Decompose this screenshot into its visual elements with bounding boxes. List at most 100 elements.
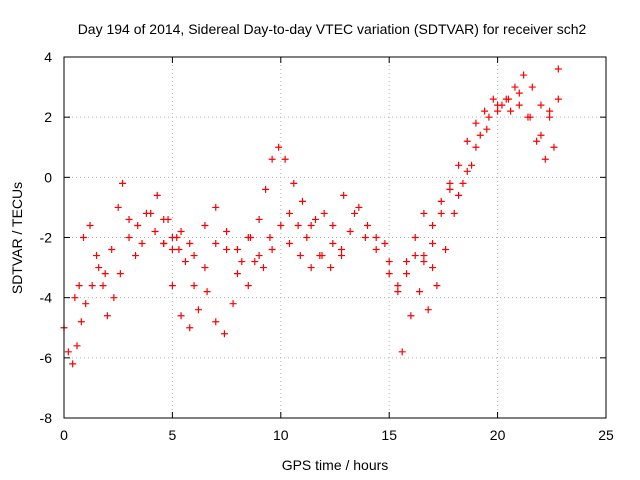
data-point	[433, 282, 441, 290]
x-tick-label: 25	[598, 427, 614, 443]
data-point	[266, 234, 274, 241]
data-point	[285, 240, 293, 248]
x-tick-label: 0	[60, 427, 68, 443]
data-point	[424, 306, 432, 314]
data-point	[355, 203, 363, 211]
data-point	[455, 191, 463, 199]
data-point	[381, 240, 389, 248]
series-satellite-track-2	[71, 209, 183, 320]
data-point	[251, 258, 259, 266]
y-tick-label: 2	[44, 109, 52, 125]
data-point	[463, 137, 471, 145]
data-point	[537, 101, 545, 109]
data-point	[186, 324, 194, 332]
data-point	[233, 270, 241, 278]
data-point	[307, 221, 315, 229]
x-tick-label: 10	[273, 427, 289, 443]
y-tick-label: -6	[40, 350, 53, 366]
data-point	[212, 203, 220, 211]
data-point	[244, 234, 252, 241]
series-satellite-track-5	[190, 143, 346, 272]
data-point	[420, 252, 428, 260]
data-point	[168, 246, 176, 254]
data-point	[385, 270, 393, 278]
data-point	[450, 209, 458, 217]
y-tick-label: 0	[44, 169, 52, 185]
plot-frame	[63, 56, 607, 419]
series-satellite-track-6	[251, 203, 389, 272]
data-point	[489, 95, 497, 103]
data-point	[125, 215, 133, 223]
data-point	[494, 107, 502, 115]
data-point	[259, 264, 267, 272]
data-point	[554, 65, 562, 73]
data-point	[220, 330, 228, 338]
data-point	[194, 306, 202, 314]
data-point	[420, 258, 428, 266]
data-point	[125, 234, 133, 241]
x-tick-label: 5	[169, 427, 177, 443]
data-point	[463, 167, 471, 175]
data-point	[108, 246, 116, 254]
x-axis-label: GPS time / hours	[282, 457, 389, 473]
data-point	[429, 221, 437, 229]
data-point	[285, 209, 293, 217]
data-point	[203, 288, 211, 296]
data-point	[394, 282, 402, 290]
data-point	[442, 246, 450, 254]
data-point	[93, 252, 101, 260]
data-point	[101, 270, 109, 278]
data-point	[398, 348, 406, 356]
data-point	[255, 252, 263, 260]
data-point	[77, 318, 85, 326]
data-point	[416, 288, 424, 296]
data-point	[80, 234, 88, 241]
data-point	[181, 258, 189, 266]
data-point	[268, 246, 276, 254]
data-point	[86, 221, 94, 229]
data-point	[244, 282, 252, 290]
data-point	[277, 221, 285, 229]
data-point	[320, 209, 328, 217]
data-point	[372, 234, 380, 241]
data-point	[520, 71, 528, 79]
data-point	[420, 209, 428, 217]
data-point	[168, 282, 176, 290]
data-point	[511, 83, 519, 91]
data-point	[223, 246, 231, 254]
data-point	[340, 191, 348, 199]
data-point	[429, 264, 437, 272]
data-point	[116, 270, 124, 278]
data-point	[103, 312, 111, 320]
data-point	[69, 360, 77, 368]
data-point	[153, 191, 161, 199]
data-point	[504, 95, 512, 103]
data-point	[537, 131, 545, 139]
data-point	[164, 215, 172, 223]
data-point	[160, 240, 168, 248]
data-point	[75, 282, 83, 290]
data-point	[190, 252, 198, 260]
data-point	[546, 113, 554, 121]
data-point	[446, 179, 454, 187]
data-point	[472, 119, 480, 127]
data-point	[346, 227, 354, 235]
data-point	[468, 161, 476, 169]
data-point	[88, 282, 96, 290]
data-point	[403, 270, 411, 278]
data-point	[95, 264, 103, 272]
data-point	[372, 246, 380, 254]
data-point	[411, 252, 419, 260]
data-point	[327, 264, 335, 272]
data-point	[459, 179, 467, 187]
data-point	[318, 252, 326, 260]
y-tick-labels: -8 -6 -4 -2 0 2 4	[40, 49, 53, 426]
data-point	[329, 240, 337, 248]
data-point	[407, 312, 415, 320]
chart-title: Day 194 of 2014, Sidereal Day-to-day VTE…	[78, 21, 587, 37]
series-satellite-track-9	[398, 65, 562, 356]
y-axis-label: SDTVAR / TECUs	[9, 182, 25, 294]
data-point	[298, 197, 306, 205]
x-tick-labels: 0 5 10 15 20 25	[60, 427, 614, 443]
